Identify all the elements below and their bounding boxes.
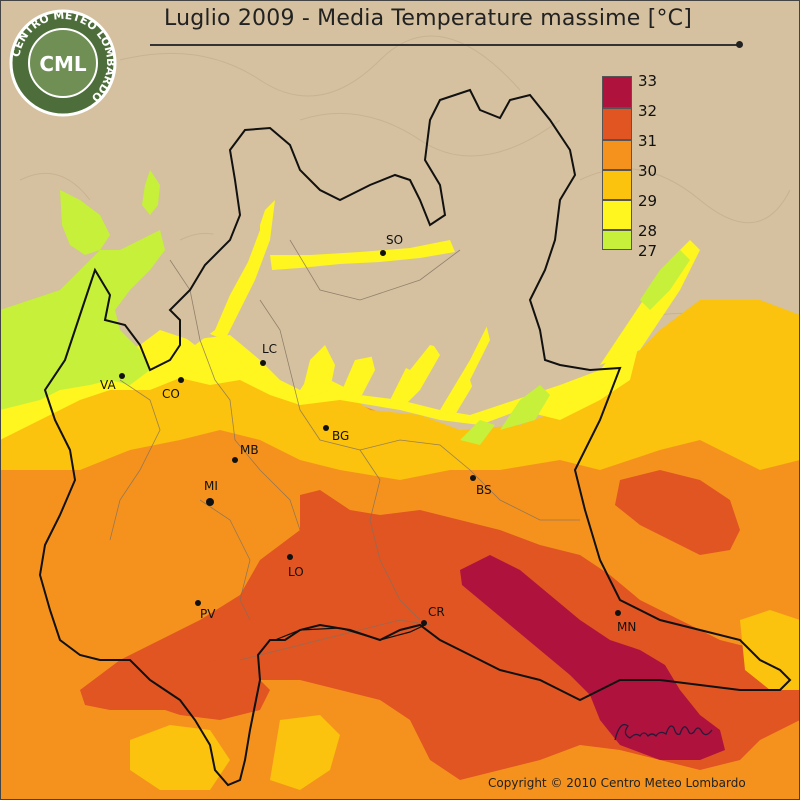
city-bergamo-label: BG: [332, 429, 350, 443]
legend-label: 33: [638, 72, 658, 90]
city-milano-marker: [206, 498, 214, 506]
legend-swatch-27-28: [602, 230, 632, 250]
legend-label: 31: [638, 132, 658, 150]
legend-swatch-30-31: [602, 140, 632, 170]
city-pavia-label: PV: [200, 607, 216, 621]
city-monza-label: MB: [240, 443, 259, 457]
map-title: Luglio 2009 - Media Temperature massime …: [164, 6, 693, 31]
city-pavia-marker: [195, 600, 201, 606]
legend-swatch-32-33: [602, 76, 632, 108]
legend-label: 29: [638, 192, 658, 210]
city-varese-marker: [119, 373, 125, 379]
lombardy-border: [38, 88, 792, 787]
city-cremona-label: CR: [428, 605, 445, 619]
zone-29-east: [740, 610, 800, 690]
city-mantova-label: MN: [617, 620, 637, 634]
zone-31-lombardy-sw: [150, 660, 270, 720]
city-brescia-label: BS: [476, 483, 492, 497]
city-bergamo-marker: [323, 425, 329, 431]
mountains-bs: [470, 240, 560, 410]
city-como-label: CO: [162, 387, 180, 401]
city-lodi-label: LO: [288, 565, 304, 579]
city-mantova-marker: [615, 610, 621, 616]
zone-29-south: [270, 715, 340, 790]
zone-31-east: [615, 470, 740, 555]
signature: [614, 723, 713, 741]
zone-29-sw: [130, 725, 230, 790]
legend-label: 30: [638, 162, 658, 180]
zone-30-south: [330, 720, 430, 800]
city-brescia-marker: [470, 475, 476, 481]
title-bullet: [736, 41, 743, 48]
mountains-central: [262, 255, 480, 375]
title-underline: [150, 44, 740, 46]
legend-label: 27: [638, 242, 658, 260]
legend-label: 28: [638, 222, 658, 240]
zone-32: [460, 555, 725, 760]
city-varese-label: VA: [100, 378, 116, 392]
city-monza-marker: [232, 457, 238, 463]
copyright-notice: Copyright © 2010 Centro Meteo Lombardo: [488, 776, 746, 790]
valley-green: [460, 250, 690, 445]
city-lecco-marker: [260, 360, 266, 366]
mountains-north: [170, 200, 260, 345]
city-sondrio-label: SO: [386, 233, 404, 247]
province-boundaries: [109, 239, 580, 661]
city-como-marker: [178, 377, 184, 383]
legend-label: 32: [638, 102, 658, 120]
legend-swatch-31-32: [602, 108, 632, 140]
city-sondrio-marker: [380, 250, 386, 256]
zone-27-valley-w: [60, 190, 110, 255]
zone-27-nw: [0, 230, 165, 410]
city-cremona-marker: [421, 620, 427, 626]
logo-text: CML: [39, 52, 87, 76]
legend-swatch-29-30: [602, 170, 632, 200]
rivers-lines: [274, 624, 426, 641]
city-milano-label: MI: [204, 479, 218, 493]
zone-27-north-so: [270, 240, 455, 270]
zone-29: [0, 300, 800, 480]
zone-27-valley-w2: [142, 170, 160, 215]
city-lecco-label: LC: [262, 342, 278, 356]
legend-swatch-28-29: [602, 200, 632, 230]
city-lodi-marker: [287, 554, 293, 560]
globe-logo-icon: CENTRO METEO LOMBARDO CML: [9, 9, 117, 117]
